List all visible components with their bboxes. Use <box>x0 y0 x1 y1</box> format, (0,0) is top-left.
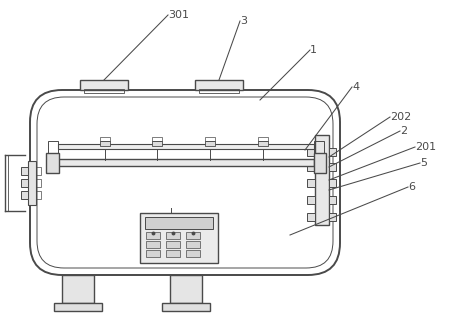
Bar <box>48 141 58 153</box>
Bar <box>315 135 329 225</box>
Bar <box>329 148 336 156</box>
Bar <box>36 167 41 175</box>
Text: 201: 201 <box>415 142 436 152</box>
Text: 1: 1 <box>310 45 317 55</box>
Bar <box>170 275 202 303</box>
Bar <box>36 179 41 187</box>
Text: 5: 5 <box>420 158 427 168</box>
Bar <box>140 213 218 263</box>
Bar <box>329 163 336 171</box>
Bar <box>329 213 336 221</box>
Bar <box>166 241 180 248</box>
Text: 202: 202 <box>390 112 411 122</box>
Bar <box>307 179 315 187</box>
Bar <box>100 141 110 146</box>
Text: 301: 301 <box>168 10 189 20</box>
FancyBboxPatch shape <box>30 90 340 275</box>
Bar <box>314 141 324 153</box>
Bar <box>258 137 268 141</box>
Bar <box>21 191 28 199</box>
Bar <box>199 89 239 93</box>
Bar <box>54 303 102 311</box>
Bar <box>152 137 162 141</box>
Bar <box>329 179 336 187</box>
Bar <box>21 179 28 187</box>
Bar <box>145 217 213 229</box>
Bar <box>80 80 128 90</box>
Bar <box>36 191 41 199</box>
Bar <box>58 144 314 149</box>
Bar <box>100 137 110 141</box>
Bar <box>21 167 28 175</box>
Bar <box>307 163 315 171</box>
Bar <box>152 141 162 146</box>
Bar <box>58 159 314 166</box>
Bar <box>186 250 200 257</box>
Bar <box>62 275 94 303</box>
Bar <box>28 161 36 205</box>
Bar <box>307 148 315 156</box>
Bar <box>146 241 160 248</box>
Text: 2: 2 <box>400 126 407 136</box>
Bar <box>307 213 315 221</box>
Bar <box>146 232 160 239</box>
Bar <box>162 303 210 311</box>
Bar <box>195 80 243 90</box>
Bar <box>329 196 336 204</box>
Bar <box>307 196 315 204</box>
Bar <box>314 153 326 173</box>
Bar <box>84 89 124 93</box>
Bar <box>205 137 215 141</box>
Text: 3: 3 <box>240 16 247 26</box>
Bar <box>258 141 268 146</box>
Bar <box>205 141 215 146</box>
Bar <box>186 241 200 248</box>
Bar <box>146 250 160 257</box>
Bar <box>166 250 180 257</box>
Text: 4: 4 <box>352 82 359 92</box>
Bar <box>46 153 59 173</box>
Bar <box>186 232 200 239</box>
Bar <box>166 232 180 239</box>
Text: 6: 6 <box>408 182 415 192</box>
